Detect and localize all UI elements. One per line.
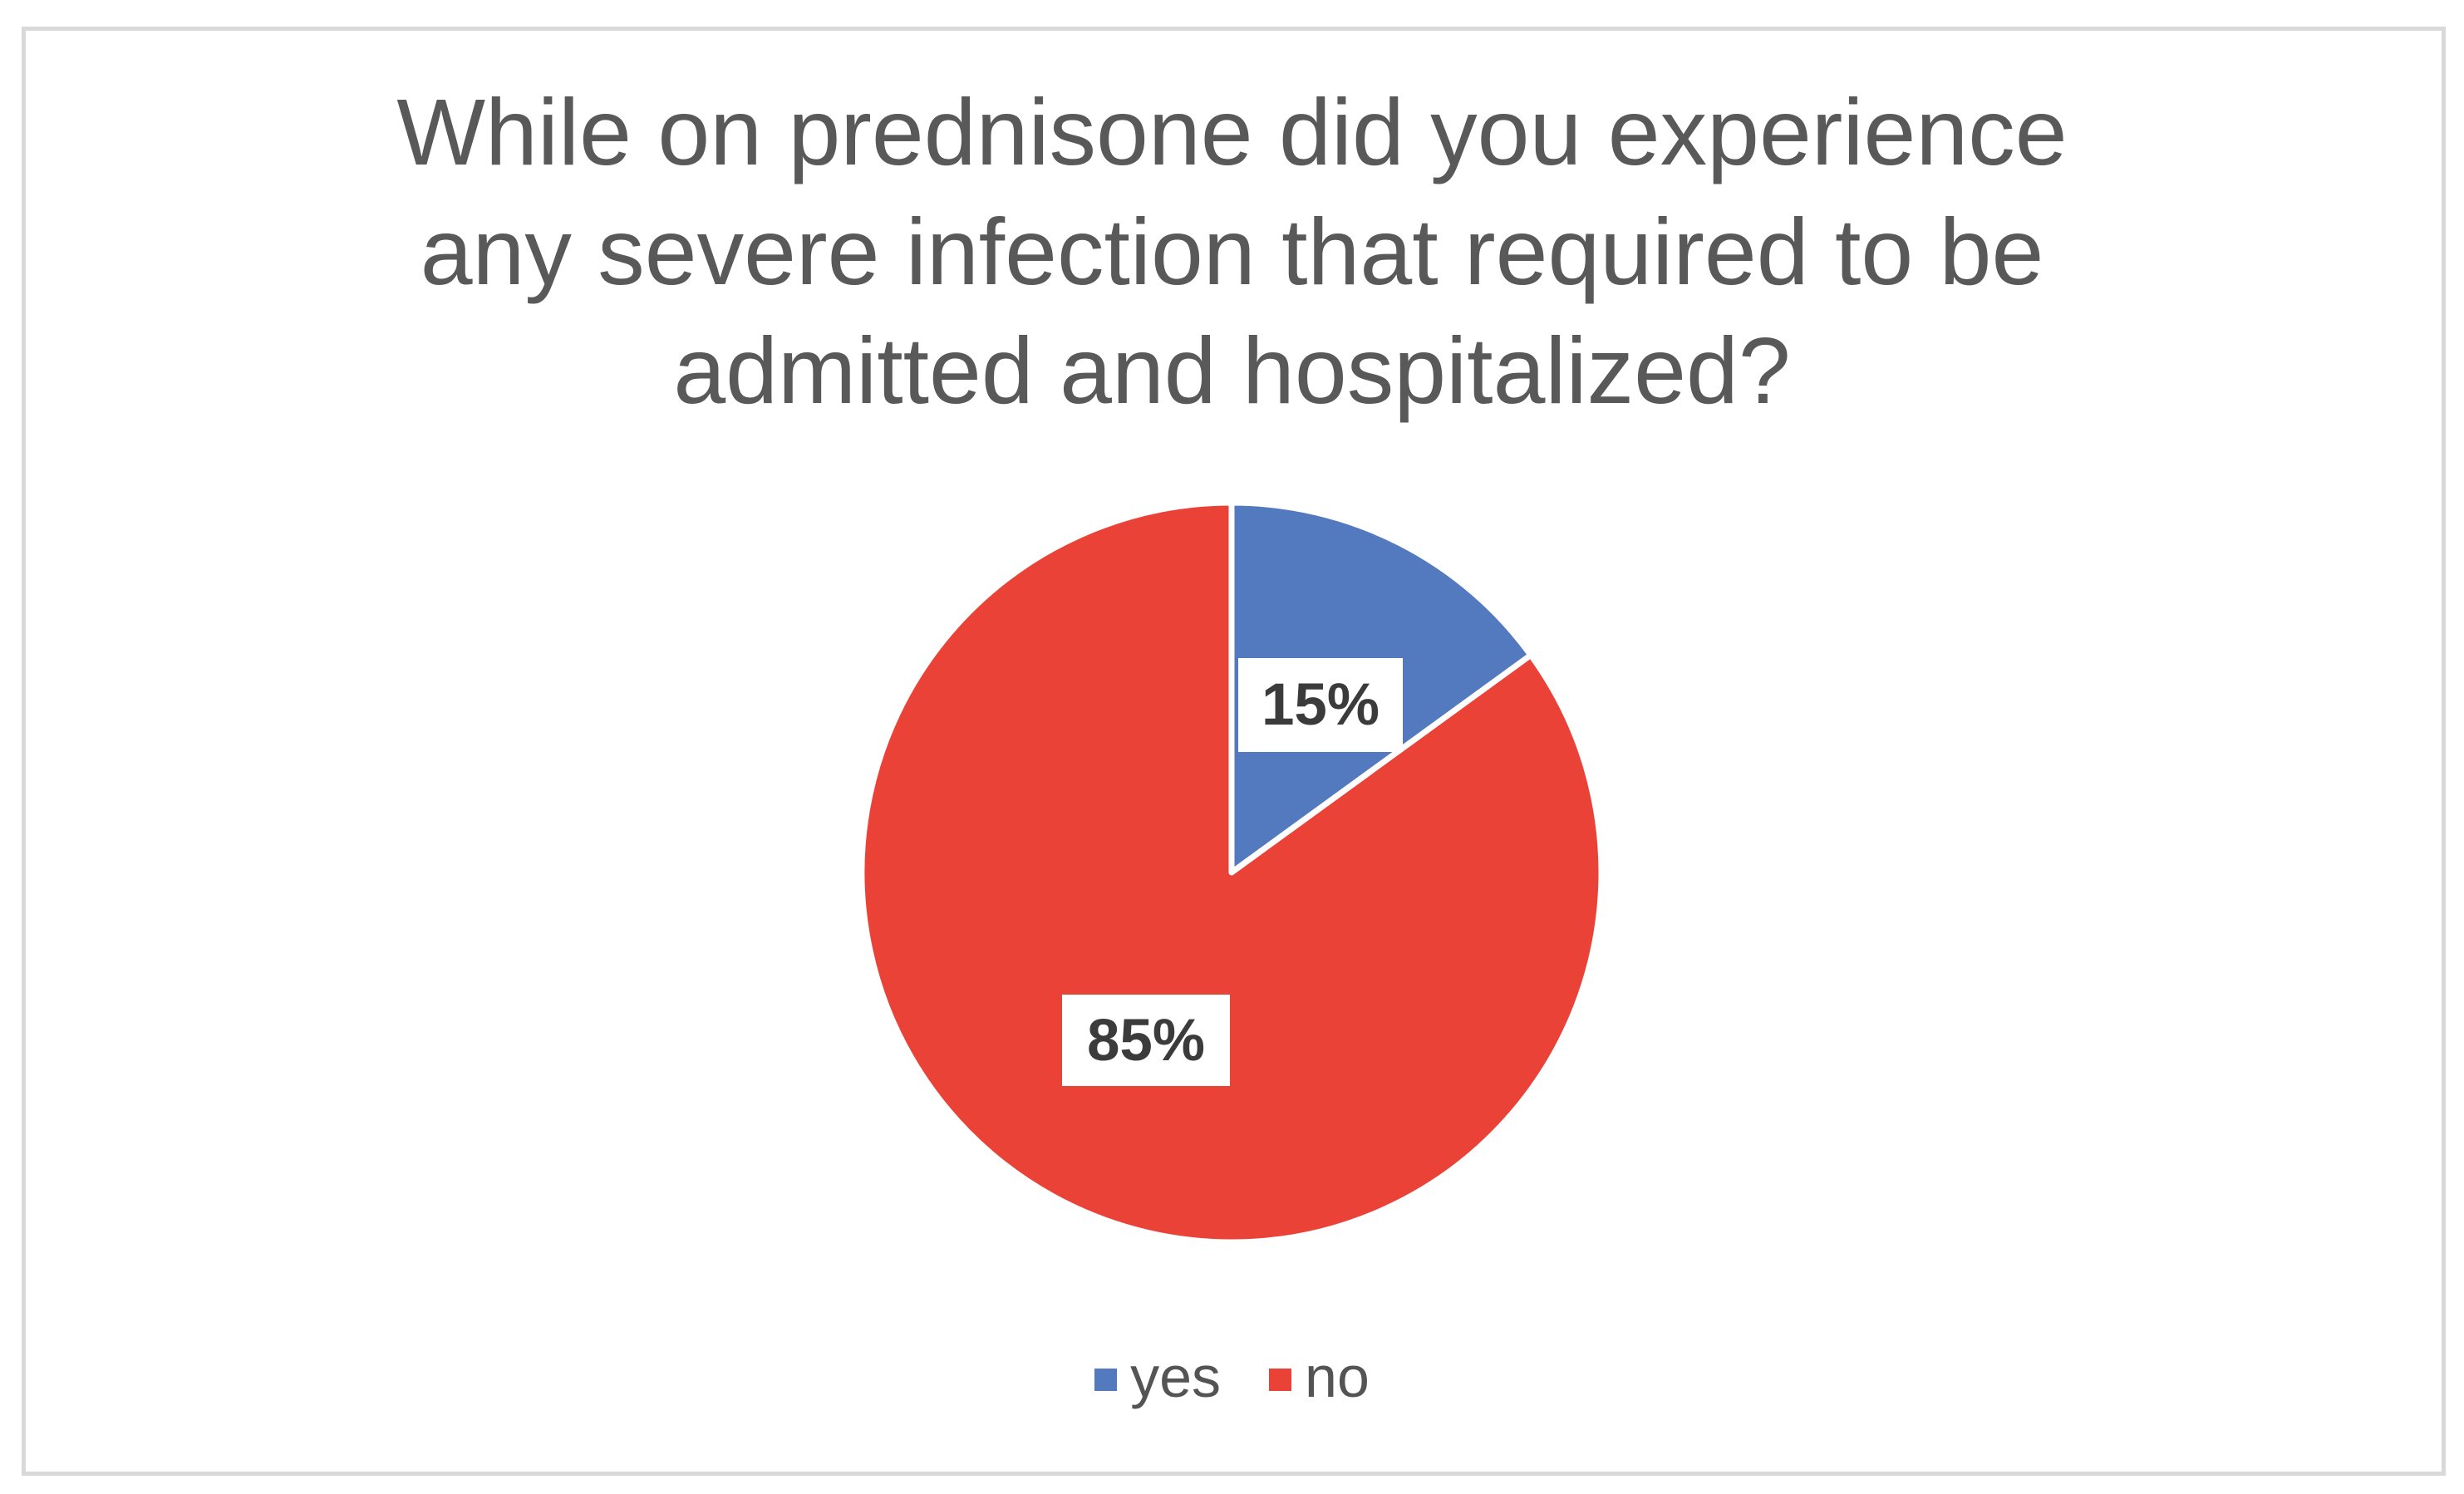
chart-title: While on prednisone did you experience a…: [0, 73, 2464, 431]
legend-swatch-yes: [1094, 1368, 1118, 1391]
legend-label-yes: yes: [1130, 1344, 1222, 1409]
chart-legend: yes no: [0, 1348, 2464, 1406]
pie-slice-no: [858, 499, 1605, 1246]
legend-swatch-no: [1269, 1368, 1292, 1391]
pie-svg: [858, 499, 1605, 1246]
legend-item-no: no: [1269, 1348, 1370, 1406]
pie-chart: [849, 490, 1614, 1255]
chart-title-line-2: any severe infection that required to be: [420, 199, 2044, 304]
chart-title-line-1: While on prednisone did you experience: [396, 80, 2068, 184]
legend-label-no: no: [1305, 1344, 1370, 1409]
data-label-yes: 15%: [1238, 658, 1403, 752]
data-label-no: 85%: [1062, 995, 1230, 1086]
data-label-no-text: 85%: [1086, 1007, 1206, 1074]
legend-item-yes: yes: [1094, 1348, 1221, 1406]
chart-title-line-3: admitted and hospitalized?: [673, 318, 1791, 423]
data-label-yes-text: 15%: [1261, 672, 1380, 738]
